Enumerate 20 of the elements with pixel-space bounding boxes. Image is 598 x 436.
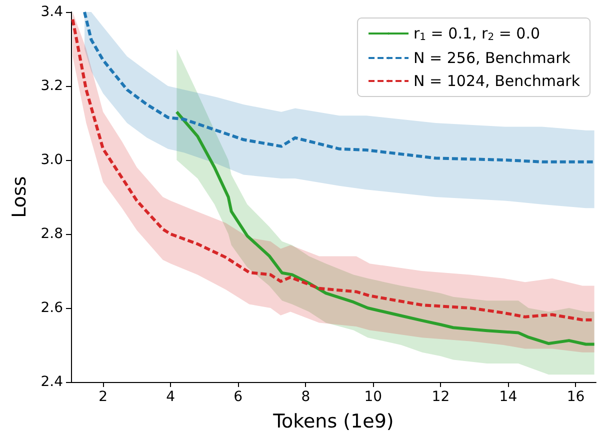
x-tick-label: 16 (566, 389, 585, 405)
line-series (175, 110, 596, 346)
x-tick-label: 4 (166, 389, 176, 405)
x-tick-label: 8 (301, 389, 310, 405)
x-tick-label: 6 (234, 389, 243, 405)
y-tick-label: 3.2 (40, 78, 63, 94)
y-axis-title: Loss (8, 176, 30, 218)
legend-label: N = 256, Benchmark (414, 49, 571, 67)
y-tick-label: 2.6 (40, 300, 64, 316)
legend-label: N = 1024, Benchmark (414, 72, 580, 90)
x-tick-label: 10 (364, 389, 382, 405)
y-tick-label: 2.8 (40, 226, 63, 242)
x-tick-label: 12 (432, 389, 450, 405)
x-axis-title: Tokens (1e9) (272, 410, 394, 432)
y-tick-label: 3.4 (40, 4, 64, 20)
y-tick-label: 2.4 (40, 374, 64, 390)
y-tick-label: 3.0 (40, 152, 63, 168)
line-series (83, 10, 596, 164)
x-tick-label: 14 (499, 389, 518, 405)
x-tick-label: 2 (98, 389, 108, 405)
